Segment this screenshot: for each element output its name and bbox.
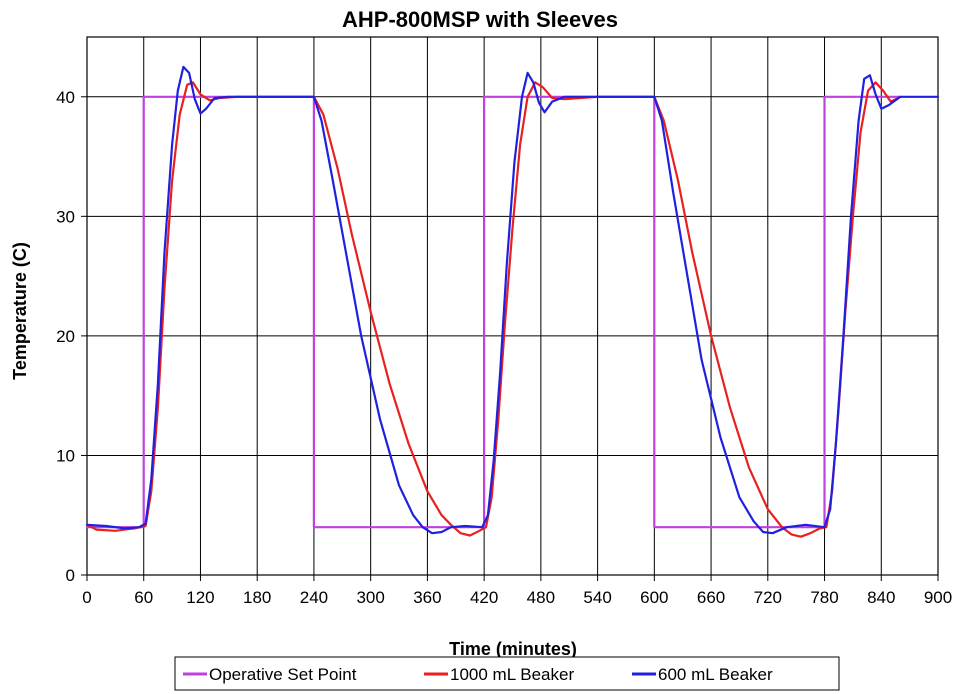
x-tick-label: 660: [697, 588, 725, 607]
x-tick-label: 900: [924, 588, 952, 607]
x-tick-label: 240: [300, 588, 328, 607]
legend-label-operative-set-point: Operative Set Point: [209, 665, 357, 684]
x-tick-label: 720: [754, 588, 782, 607]
y-tick-label: 40: [56, 88, 75, 107]
y-tick-label: 30: [56, 207, 75, 226]
y-tick-label: 10: [56, 446, 75, 465]
legend-box: [174, 656, 840, 691]
legend-label-600-ml-beaker: 600 mL Beaker: [658, 665, 773, 684]
x-tick-label: 420: [470, 588, 498, 607]
x-tick-label: 60: [134, 588, 153, 607]
x-tick-label: 180: [243, 588, 271, 607]
y-tick-label: 0: [66, 566, 75, 585]
x-tick-label: 840: [867, 588, 895, 607]
series-line-600-ml-beaker: [85, 65, 940, 535]
plot-frame: [86, 36, 939, 576]
series-group: [85, 65, 940, 538]
series-line-operative-set-point: [85, 95, 902, 529]
y-axis-ticks: 0 10 20 30 40: [56, 88, 87, 585]
chart-title: AHP-800MSP with Sleeves: [342, 7, 618, 32]
y-axis-label: Temperature (C): [10, 242, 30, 380]
x-tick-label: 360: [413, 588, 441, 607]
x-tick-label: 480: [527, 588, 555, 607]
legend-label-1000-ml-beaker: 1000 mL Beaker: [450, 665, 574, 684]
x-tick-label: 540: [583, 588, 611, 607]
y-tick-label: 20: [56, 327, 75, 346]
x-tick-label: 780: [810, 588, 838, 607]
legend: Operative Set Point 1000 mL Beaker 600 mL …: [174, 656, 840, 691]
x-axis-ticks: 0 60 120 180 240 300 360 420 480 540 600 660 720 780 8…: [82, 575, 952, 607]
x-tick-label: 600: [640, 588, 668, 607]
x-tick-label: 120: [186, 588, 214, 607]
x-tick-label: 0: [82, 588, 91, 607]
x-tick-label: 300: [356, 588, 384, 607]
x-axis-label: Time (minutes): [449, 639, 577, 659]
